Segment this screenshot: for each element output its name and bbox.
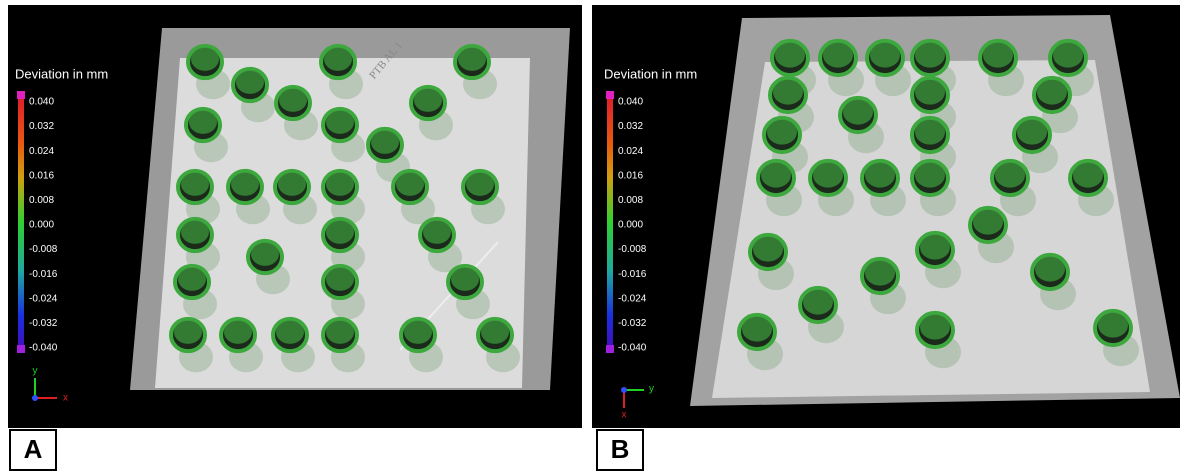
page: PTB AL 1 Deviation in mm0.0400.0320.0240… — [0, 0, 1188, 476]
colorbar — [18, 99, 24, 345]
hole-wall — [279, 88, 307, 112]
hole-wall — [276, 320, 304, 344]
hole-wall — [458, 47, 486, 71]
hole-wall — [973, 209, 1003, 234]
colorbar-tick-label: 0.032 — [618, 121, 643, 132]
hole-wall — [865, 162, 895, 187]
colorbar-tick-label: -0.016 — [618, 269, 647, 280]
colorbar-tick-label: 0.016 — [29, 170, 54, 181]
hole-wall — [451, 267, 479, 291]
hole-wall — [326, 220, 354, 244]
hole-wall — [1017, 119, 1047, 144]
hole-wall — [915, 162, 945, 187]
axis-origin — [32, 395, 38, 401]
hole-wall — [761, 162, 791, 187]
hole-wall — [181, 220, 209, 244]
colorbar-tick-label: -0.032 — [29, 318, 58, 329]
hole-wall — [1073, 162, 1103, 187]
colorbar-tick-label: -0.040 — [29, 343, 58, 354]
hole-wall — [236, 70, 264, 94]
hole-wall — [181, 172, 209, 196]
hole-wall — [870, 42, 900, 67]
hole-wall — [326, 320, 354, 344]
colorbar-tick-label: -0.024 — [29, 293, 58, 304]
hole-wall — [995, 162, 1025, 187]
colorbar-tick-label: 0.008 — [29, 195, 54, 206]
hole-wall — [775, 42, 805, 67]
colorbar-tick-label: 0.024 — [29, 146, 54, 157]
hole-wall — [920, 314, 950, 339]
hole-wall — [813, 162, 843, 187]
colorbar-top-cap — [17, 91, 25, 99]
axis-origin — [621, 387, 627, 393]
hole-wall — [224, 320, 252, 344]
hole-wall — [326, 267, 354, 291]
colorbar-tick-label: 0.016 — [618, 170, 643, 181]
panel-label: A — [24, 434, 43, 464]
hole-wall — [1053, 42, 1083, 67]
colorbar-tick-label: -0.024 — [618, 293, 647, 304]
hole-wall — [481, 320, 509, 344]
axis-label: x — [63, 393, 68, 404]
hole-wall — [983, 42, 1013, 67]
hole-wall — [371, 130, 399, 154]
hole-wall — [396, 172, 424, 196]
legend-title: Deviation in mm — [604, 66, 697, 81]
hole-wall — [803, 289, 833, 314]
colorbar-bottom-cap — [606, 345, 614, 353]
colorbar-bottom-cap — [17, 345, 25, 353]
hole-wall — [326, 110, 354, 134]
colorbar-top-cap — [606, 91, 614, 99]
panel-label: B — [611, 434, 630, 464]
hole-wall — [823, 42, 853, 67]
hole-wall — [742, 316, 772, 341]
hole-wall — [767, 119, 797, 144]
hole-wall — [466, 172, 494, 196]
colorbar-tick-label: 0.032 — [29, 121, 54, 132]
colorbar-tick-label: -0.040 — [618, 343, 647, 354]
colorbar-tick-label: 0.040 — [618, 97, 643, 108]
hole-wall — [1037, 79, 1067, 104]
colorbar-tick-label: 0.008 — [618, 195, 643, 206]
hole-wall — [1035, 256, 1065, 281]
hole-wall — [843, 99, 873, 124]
axis-label: x — [622, 410, 627, 421]
hole-wall — [278, 172, 306, 196]
colorbar-tick-label: 0.000 — [29, 220, 54, 231]
hole-wall — [753, 236, 783, 261]
hole-wall — [404, 320, 432, 344]
axis-label: y — [33, 366, 38, 377]
hole-wall — [326, 172, 354, 196]
hole-wall — [191, 47, 219, 71]
hole-wall — [231, 172, 259, 196]
colorbar-tick-label: 0.000 — [618, 220, 643, 231]
hole-wall — [423, 220, 451, 244]
hole-wall — [1098, 312, 1128, 337]
hole-wall — [865, 260, 895, 285]
hole-wall — [773, 79, 803, 104]
hole-wall — [915, 42, 945, 67]
colorbar-tick-label: -0.008 — [29, 244, 58, 255]
colorbar-tick-label: 0.024 — [618, 146, 643, 157]
axis-label: y — [649, 384, 654, 395]
figure: PTB AL 1 Deviation in mm0.0400.0320.0240… — [0, 0, 1188, 476]
colorbar-tick-label: -0.016 — [29, 269, 58, 280]
hole-wall — [189, 110, 217, 134]
hole-wall — [414, 88, 442, 112]
colorbar-tick-label: -0.032 — [618, 318, 647, 329]
hole-wall — [251, 242, 279, 266]
legend-title: Deviation in mm — [15, 66, 108, 81]
hole-wall — [178, 267, 206, 291]
colorbar-tick-label: 0.040 — [29, 97, 54, 108]
hole-wall — [920, 234, 950, 259]
colorbar — [607, 99, 613, 345]
hole-wall — [324, 47, 352, 71]
hole-wall — [915, 119, 945, 144]
hole-wall — [174, 320, 202, 344]
hole-wall — [915, 79, 945, 104]
colorbar-tick-label: -0.008 — [618, 244, 647, 255]
